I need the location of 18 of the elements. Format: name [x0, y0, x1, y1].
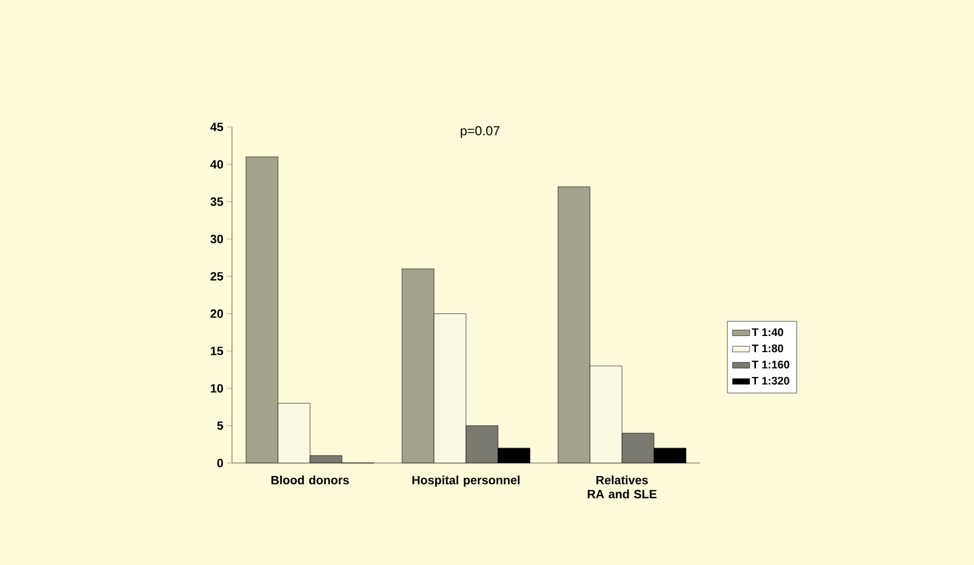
legend-label: T 1:80 — [752, 344, 784, 352]
legend-label: T 1:160 — [752, 360, 790, 368]
x-tick-label: Blood donors — [271, 476, 349, 484]
y-tick-label: 30 — [210, 234, 223, 244]
y-tick-label: 20 — [210, 309, 223, 318]
y-tick-label: 40 — [210, 160, 223, 169]
legend-label: T 1:40 — [752, 328, 784, 336]
y-tick-label: 25 — [210, 272, 224, 281]
y-tick-label: 0 — [217, 458, 223, 468]
x-tick-label: Hospital personnel — [412, 476, 520, 487]
legend-label: T 1:320 — [752, 376, 790, 385]
annotation: p=0.07 — [460, 126, 500, 138]
x-tick-label: Relatives RA and SLE — [588, 476, 657, 498]
y-tick-label: 10 — [210, 384, 223, 393]
y-tick-label: 45 — [210, 122, 224, 132]
y-tick-label: 35 — [210, 197, 224, 206]
y-tick-label: 15 — [210, 346, 224, 356]
y-tick-label: 5 — [217, 421, 224, 430]
